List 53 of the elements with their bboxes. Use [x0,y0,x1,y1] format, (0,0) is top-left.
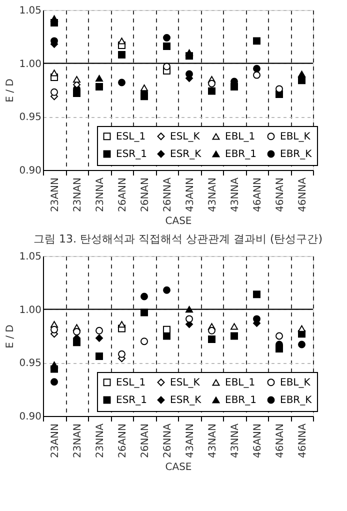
legend-label: EBR_K [280,395,312,406]
x-tick-label: 23NAN [72,178,84,212]
x-tick-label: 46NNA [297,423,308,458]
legend-label: ESR_1 [116,395,147,406]
x-tick-label: 23ANN [50,178,61,212]
x-axis-title: CASE [165,216,192,228]
legend-label: ESL_K [170,131,200,142]
y-axis-title: E / D [5,324,16,348]
x-tick-label: 43NAN [207,424,218,458]
legend-label: ESR_1 [116,149,147,160]
caption: 그림 13. 탄성해석과 직접해석 상관관계 결과비 (탄성구간) [33,232,323,246]
x-tick-label: 43ANN [184,178,196,212]
y-axis-title: E / D [5,78,16,102]
legend-label: ESL_1 [116,377,146,388]
x-tick-label: 23ANN [50,424,61,458]
y-tick-label: 1.00 [19,58,42,70]
x-tick-label: 43NNA [230,177,241,212]
x-tick-label: 46NAN [274,178,286,212]
x-tick-label: 26NNA [162,423,174,458]
x-tick-label: 26ANN [117,424,128,458]
x-tick-label: 23NAN [72,424,84,458]
legend-label: EBL_1 [225,132,256,142]
legend-label: ESR_K [170,149,202,160]
legend-label: ESL_K [170,377,200,388]
x-tick-label: 43ANN [184,424,196,458]
legend-label: ESR_K [170,395,202,406]
x-tick-label: 26NNA [162,177,174,212]
x-axis-title: CASE [165,462,192,474]
x-tick-label: 26NAN [140,424,151,458]
legend-label: EBL_K [280,131,311,142]
y-tick-label: 1.00 [19,304,42,316]
legend-label: EBL_K [280,377,311,388]
x-tick-label: 43NNA [230,423,241,458]
y-tick-label: 0.90 [19,166,42,176]
y-tick-label: 0.95 [19,112,42,124]
y-tick-label: 1.05 [19,6,42,16]
y-tick-label: 0.95 [19,358,42,370]
legend-label: EBR_1 [225,395,256,406]
y-tick-label: 0.90 [19,412,42,422]
x-tick-label: 26NAN [140,178,151,212]
legend-label: EBR_K [280,149,312,160]
x-tick-label: 46ANN [252,424,264,458]
x-tick-label: 43NAN [207,178,218,212]
legend-label: EBL_1 [225,378,256,388]
x-tick-label: 46ANN [252,178,264,212]
x-tick-label: 23NNA [94,423,106,458]
x-tick-label: 23NNA [94,177,106,212]
legend-label: ESL_1 [116,131,146,142]
y-tick-label: 1.05 [19,252,42,262]
x-tick-label: 46NAN [274,424,286,458]
x-tick-label: 26ANN [117,178,128,212]
x-tick-label: 46NNA [297,177,308,212]
legend-label: EBR_1 [225,149,256,160]
